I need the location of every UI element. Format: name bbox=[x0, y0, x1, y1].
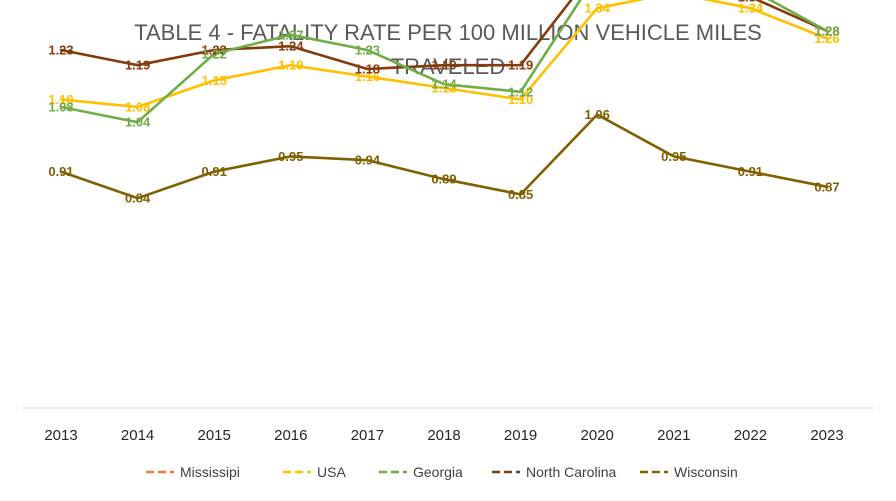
data-label-north-carolina: 1.23 bbox=[202, 43, 227, 58]
series-line-north-carolina bbox=[59, 0, 829, 71]
data-label-north-carolina: 1.23 bbox=[48, 43, 73, 58]
data-labels: 0.91 0.84 0.91 0.95 0.94 0.89 0.85 1.06 0.95 0.91… bbox=[48, 0, 839, 206]
data-label-wisconsin: 0.91 bbox=[738, 164, 763, 179]
data-label-usa: 1.10 bbox=[48, 92, 73, 107]
data-label-wisconsin: 0.95 bbox=[661, 149, 686, 164]
x-tick-label: 2013 bbox=[44, 427, 77, 444]
x-tick-label: 2019 bbox=[504, 427, 537, 444]
data-label-wisconsin: 0.84 bbox=[125, 191, 151, 206]
data-label-usa: 1.13 bbox=[431, 81, 456, 96]
series-lines bbox=[59, 0, 829, 200]
data-label-georgia: 1.22 bbox=[202, 46, 227, 61]
legend-label-usa: USA bbox=[317, 464, 346, 480]
legend-label-north-carolina: North Carolina bbox=[526, 464, 616, 480]
data-label-usa: 1.19 bbox=[278, 58, 303, 73]
x-tick-label: 2015 bbox=[198, 427, 231, 444]
x-tick-label: 2023 bbox=[810, 427, 843, 444]
data-label-georgia: 1.08 bbox=[48, 100, 73, 115]
data-label-usa: 1.15 bbox=[202, 73, 227, 88]
data-label-wisconsin: 0.94 bbox=[355, 153, 381, 168]
data-label-wisconsin: 0.89 bbox=[431, 172, 456, 187]
x-tick-label: 2014 bbox=[121, 427, 154, 444]
data-label-usa: 1.10 bbox=[508, 92, 533, 107]
data-label-wisconsin: 0.85 bbox=[508, 187, 533, 202]
chart-title-line-1: TABLE 4 - FATALITY RATE PER 100 MILLION … bbox=[134, 20, 762, 45]
data-label-usa: 1.34 bbox=[585, 1, 611, 16]
data-label-north-carolina: 1.19 bbox=[431, 58, 456, 73]
series-line-wisconsin bbox=[59, 113, 829, 200]
data-label-north-carolina: 1.19 bbox=[125, 58, 150, 73]
data-label-usa: 1.26 bbox=[814, 31, 839, 46]
data-label-north-carolina: 1.19 bbox=[508, 58, 533, 73]
legend-label-wisconsin: Wisconsin bbox=[674, 464, 738, 480]
x-axis-ticks: 2013 2014 2015 2016 2017 2018 2019 2020 2021 2022… bbox=[44, 427, 843, 444]
x-tick-label: 2018 bbox=[427, 427, 460, 444]
data-label-wisconsin: 0.87 bbox=[814, 179, 839, 194]
data-label-georgia: 1.04 bbox=[125, 115, 151, 130]
data-label-georgia: 1.27 bbox=[278, 27, 303, 42]
x-tick-label: 2020 bbox=[581, 427, 614, 444]
data-label-wisconsin: 0.91 bbox=[202, 164, 227, 179]
data-label-georgia: 1.23 bbox=[355, 43, 380, 58]
data-label-north-carolina: 1.18 bbox=[355, 62, 380, 77]
legend: Mississipi USA Georgia North Carolina Wiscon… bbox=[146, 464, 738, 480]
data-label-wisconsin: 0.91 bbox=[48, 164, 73, 179]
legend-label-georgia: Georgia bbox=[413, 464, 463, 480]
x-tick-label: 2017 bbox=[351, 427, 384, 444]
data-label-wisconsin: 1.06 bbox=[585, 107, 610, 122]
data-label-north-carolina: 1.24 bbox=[278, 39, 304, 54]
data-label-north-carolina: 1.28 bbox=[814, 24, 839, 39]
data-label-usa: 1.38 bbox=[661, 0, 686, 1]
data-label-north-carolina: 1.37 bbox=[738, 0, 763, 4]
x-tick-label: 2021 bbox=[657, 427, 690, 444]
data-label-usa: 1.08 bbox=[125, 100, 150, 115]
x-tick-label: 2022 bbox=[734, 427, 767, 444]
data-label-wisconsin: 0.95 bbox=[278, 149, 303, 164]
data-label-usa: 1.34 bbox=[738, 1, 764, 16]
data-label-georgia: 1.12 bbox=[508, 84, 533, 99]
data-label-georgia: 1.14 bbox=[431, 77, 457, 92]
series-line-usa bbox=[59, 0, 829, 109]
x-tick-label: 2016 bbox=[274, 427, 307, 444]
series-line-georgia bbox=[59, 0, 829, 124]
legend-label-mississipi: Mississipi bbox=[180, 464, 240, 480]
data-label-usa: 1.16 bbox=[355, 69, 380, 84]
data-label-georgia: 1.28 bbox=[814, 24, 839, 39]
